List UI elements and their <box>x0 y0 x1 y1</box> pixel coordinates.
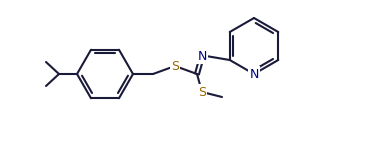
Text: S: S <box>198 86 206 99</box>
Text: N: N <box>197 49 207 62</box>
Text: N: N <box>249 67 259 80</box>
Text: S: S <box>171 60 179 73</box>
